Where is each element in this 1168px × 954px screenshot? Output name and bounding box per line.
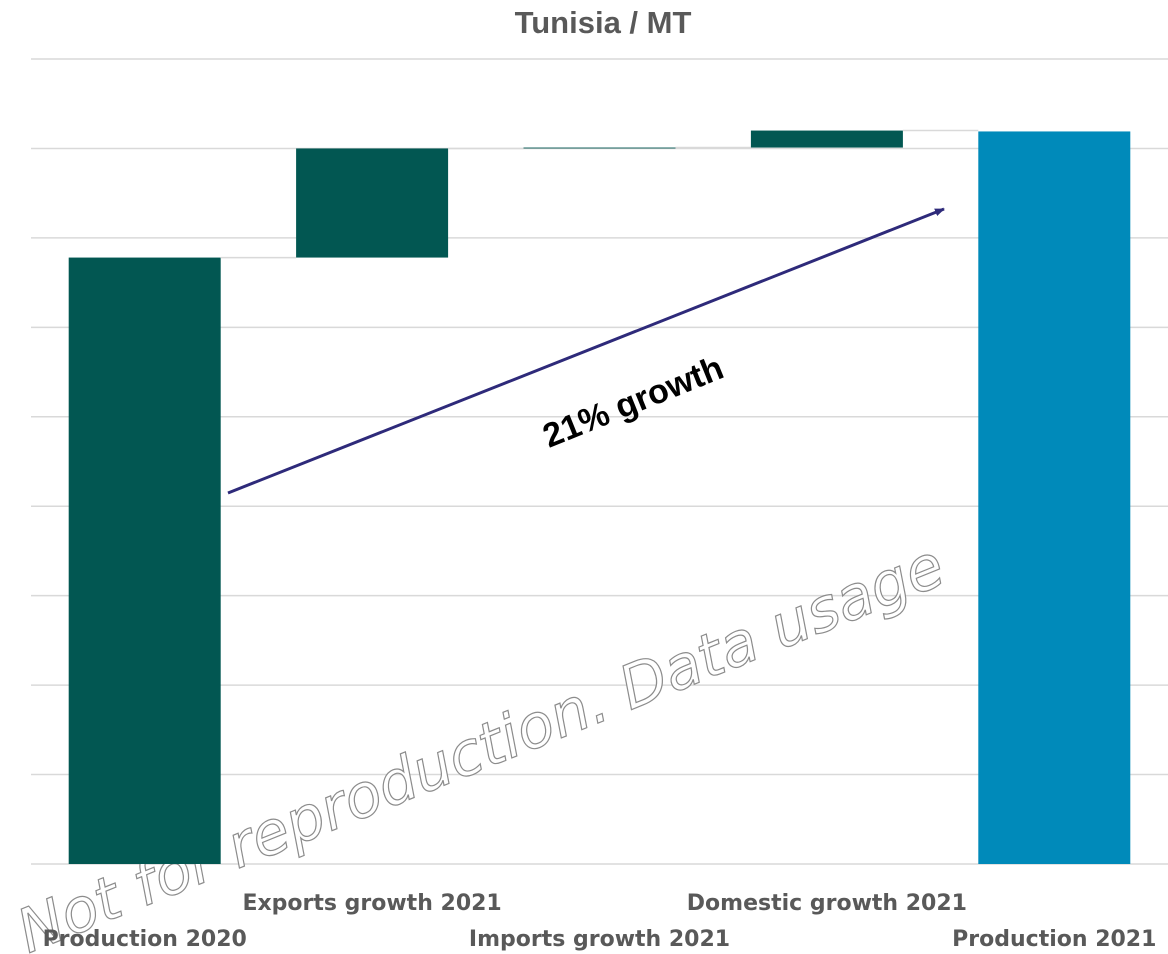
x-tick-label: Exports growth 2021	[242, 891, 501, 916]
x-tick-label: Production 2020	[43, 927, 247, 952]
x-tick-label: Production 2021	[952, 927, 1156, 952]
x-tick-label: Domestic growth 2021	[687, 891, 967, 916]
bars	[68, 129, 1131, 865]
annotation: 21% growth	[538, 349, 729, 456]
bar	[296, 148, 449, 258]
chart-title: Tunisia / MT	[515, 5, 692, 40]
bar	[68, 257, 221, 865]
bar	[750, 130, 903, 148]
x-tick-label: Imports growth 2021	[469, 927, 730, 952]
growth-arrow	[227, 207, 945, 495]
bar	[523, 147, 676, 149]
bar	[978, 131, 1131, 864]
